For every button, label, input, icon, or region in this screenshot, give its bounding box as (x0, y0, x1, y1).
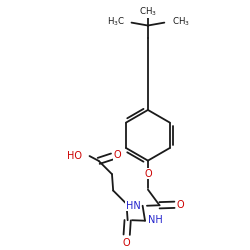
Text: HO: HO (67, 151, 82, 161)
Text: O: O (123, 238, 130, 248)
Text: CH$_3$: CH$_3$ (139, 5, 157, 18)
Text: O: O (144, 169, 152, 179)
Text: NH: NH (148, 215, 163, 225)
Text: HN: HN (126, 201, 141, 211)
Text: CH$_3$: CH$_3$ (172, 16, 190, 28)
Text: O: O (177, 200, 184, 210)
Text: H$_3$C: H$_3$C (107, 16, 125, 28)
Text: O: O (114, 150, 122, 160)
